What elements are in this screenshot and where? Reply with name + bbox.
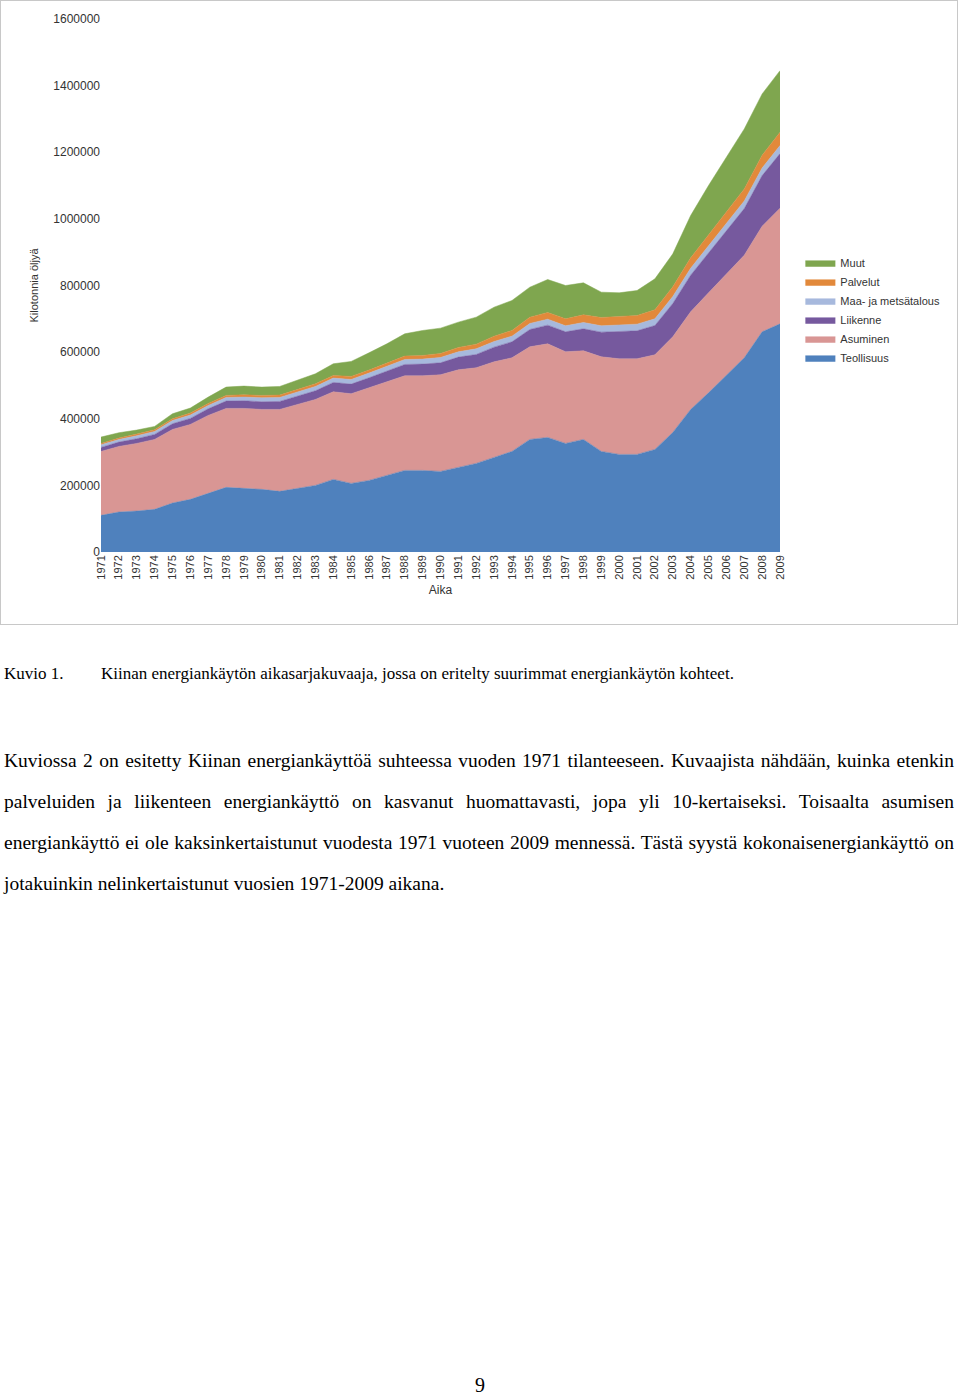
svg-text:2000: 2000 <box>613 555 625 579</box>
svg-text:200000: 200000 <box>60 479 100 493</box>
svg-text:Muut: Muut <box>840 257 864 269</box>
svg-text:Palvelut: Palvelut <box>840 276 879 288</box>
svg-text:1986: 1986 <box>363 555 375 579</box>
svg-text:1989: 1989 <box>416 555 428 579</box>
svg-text:Aika: Aika <box>429 583 453 597</box>
svg-text:1973: 1973 <box>130 555 142 579</box>
svg-text:2008: 2008 <box>756 555 768 579</box>
svg-text:1994: 1994 <box>506 555 518 579</box>
svg-text:2007: 2007 <box>738 555 750 579</box>
svg-text:2005: 2005 <box>702 555 714 579</box>
svg-text:Maa- ja metsätalous: Maa- ja metsätalous <box>840 295 940 307</box>
svg-text:Asuminen: Asuminen <box>840 333 889 345</box>
svg-text:1988: 1988 <box>398 555 410 579</box>
svg-text:1996: 1996 <box>541 555 553 579</box>
html-text:9: 9 <box>475 1374 485 1396</box>
svg-text:1984: 1984 <box>327 555 339 579</box>
svg-text:1993: 1993 <box>488 555 500 579</box>
svg-text:1980: 1980 <box>255 555 267 579</box>
svg-text:2006: 2006 <box>720 555 732 579</box>
svg-text:1992: 1992 <box>470 555 482 579</box>
svg-text:400000: 400000 <box>60 412 100 426</box>
svg-text:1999: 1999 <box>595 555 607 579</box>
svg-text:2003: 2003 <box>666 555 678 579</box>
svg-text:600000: 600000 <box>60 345 100 359</box>
svg-text:2002: 2002 <box>648 555 660 579</box>
svg-text:1974: 1974 <box>148 555 160 579</box>
svg-text:Kilotonnia öljyä: Kilotonnia öljyä <box>28 248 40 323</box>
html-text:Kiinan energiankäytön aikasarj: Kiinan energiankäytön aikasarjakuvaaja, … <box>101 664 734 683</box>
svg-text:1976: 1976 <box>184 555 196 579</box>
svg-text:1000000: 1000000 <box>53 212 100 226</box>
html-text:Kuviossa 2 on esitetty Kiinan: Kuviossa 2 on esitetty Kiinan energiankä… <box>4 750 954 894</box>
svg-text:1983: 1983 <box>309 555 321 579</box>
svg-text:Liikenne: Liikenne <box>840 314 881 326</box>
svg-text:1995: 1995 <box>523 555 535 579</box>
svg-text:1975: 1975 <box>166 555 178 579</box>
svg-text:1982: 1982 <box>291 555 303 579</box>
svg-text:1985: 1985 <box>345 555 357 579</box>
svg-text:1600000: 1600000 <box>53 12 100 26</box>
svg-text:1990: 1990 <box>434 555 446 579</box>
svg-text:1971: 1971 <box>95 555 107 579</box>
svg-text:1979: 1979 <box>238 555 250 579</box>
svg-text:1981: 1981 <box>273 555 285 579</box>
svg-text:800000: 800000 <box>60 279 100 293</box>
svg-text:1991: 1991 <box>452 555 464 579</box>
svg-text:Teollisuus: Teollisuus <box>840 352 889 364</box>
svg-text:1977: 1977 <box>202 555 214 579</box>
svg-text:0: 0 <box>93 545 100 559</box>
svg-text:1998: 1998 <box>577 555 589 579</box>
svg-text:1997: 1997 <box>559 555 571 579</box>
svg-text:1972: 1972 <box>112 555 124 579</box>
svg-text:1200000: 1200000 <box>53 145 100 159</box>
svg-text:1400000: 1400000 <box>53 79 100 93</box>
svg-text:2001: 2001 <box>631 555 643 579</box>
svg-text:1978: 1978 <box>220 555 232 579</box>
html-text:Kuvio 1.: Kuvio 1. <box>4 664 64 683</box>
svg-text:1987: 1987 <box>380 555 392 579</box>
svg-text:2004: 2004 <box>684 555 696 579</box>
svg-text:2009: 2009 <box>774 555 786 579</box>
